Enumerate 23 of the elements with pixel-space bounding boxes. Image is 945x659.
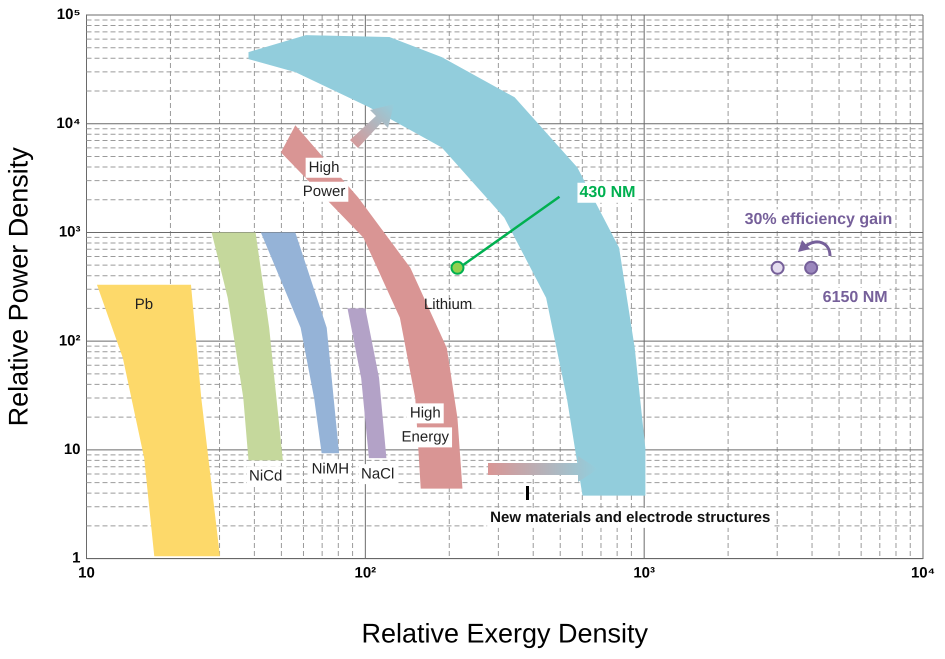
y-tick-label: 10³ xyxy=(58,224,81,241)
series-label: 6150 NM xyxy=(822,289,888,306)
x-tick-label: 10⁴ xyxy=(910,564,936,582)
x-axis-title: Relative Exergy Density xyxy=(361,618,649,648)
series-label: NiMH xyxy=(312,460,350,478)
annotation: 30% efficiency gain xyxy=(744,210,892,228)
y-tick-label: 10⁵ xyxy=(56,6,81,24)
annotation: New materials and electrode structures xyxy=(490,508,770,526)
series-label: NaCl xyxy=(360,465,394,482)
y-tick-label: 1 xyxy=(72,550,81,567)
y-tick-label: 10 xyxy=(64,441,81,458)
y-axis-title: Relative Power Density xyxy=(4,146,34,426)
text: 430 NM xyxy=(579,184,636,202)
series-label: Lithium xyxy=(424,296,472,313)
y-tick-label: 10² xyxy=(58,332,81,350)
annotation: High Energy xyxy=(402,404,450,446)
y-tick-label: 10⁴ xyxy=(56,114,81,132)
series-label: Pb xyxy=(134,296,154,313)
x-tick-label: 10³ xyxy=(633,564,656,582)
x-tick-label: 10² xyxy=(354,564,376,582)
x-tick-label: 10 xyxy=(78,564,95,582)
annotation: High Power xyxy=(302,158,346,200)
series-label: NiCd xyxy=(248,468,282,485)
